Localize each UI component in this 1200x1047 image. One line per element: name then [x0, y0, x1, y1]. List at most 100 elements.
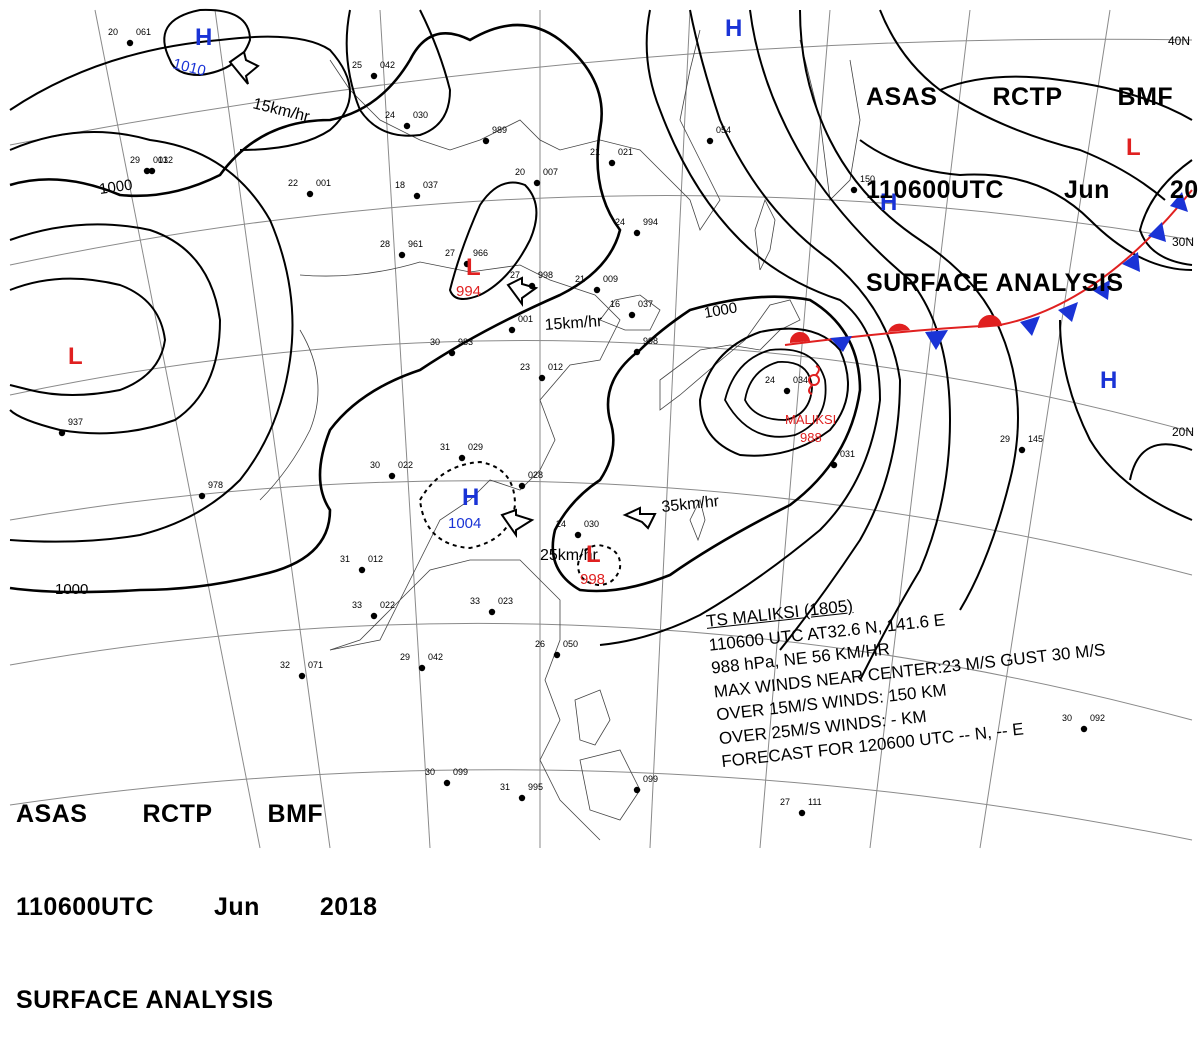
station-dot [306, 190, 314, 198]
header-year: 2018 [1169, 176, 1200, 204]
station-dot [633, 229, 641, 237]
station-dot [830, 461, 838, 469]
motion-label-south: 25km/hr [540, 547, 598, 564]
station-dot [463, 260, 471, 268]
station-temperature: 29 [1000, 434, 1010, 444]
typhoon-symbol [808, 365, 820, 395]
low-center-northeast: L [1126, 134, 1141, 161]
station-pressure: 037 [423, 180, 438, 190]
station-dot [798, 809, 806, 817]
station-pressure: 009 [603, 274, 618, 284]
station-dot [518, 794, 526, 802]
header-agency: ASAS [866, 83, 938, 111]
station-pressure: 995 [528, 782, 543, 792]
motion-label-southeast: 35km/hr [661, 493, 721, 516]
station-pressure: 030 [584, 519, 599, 529]
typhoon-pressure-label: 988 [800, 430, 822, 445]
station-temperature: 20 [108, 27, 118, 37]
station-temperature: 33 [352, 600, 362, 610]
typhoon-name-label: MALIKSI [785, 412, 836, 427]
station-dot [850, 186, 858, 194]
weather-map: 40N 30N 20N 1000 1000 1000 15km/hr 15km/… [9, 8, 1195, 849]
station-pressure: 978 [208, 480, 223, 490]
station-temperature: 30 [425, 767, 435, 777]
station-pressure: 029 [468, 442, 483, 452]
footer-issuer: RCTP [142, 800, 213, 828]
isobar-label-west: 1000 [98, 176, 133, 197]
station-pressure: 989 [492, 125, 507, 135]
station-temperature: 27 [780, 797, 790, 807]
station-dot [633, 786, 641, 794]
station-temperature: 29 [130, 155, 140, 165]
station-pressure: 998 [538, 270, 553, 280]
footer-title: SURFACE ANALYSIS [16, 986, 274, 1014]
station-dot [403, 122, 411, 130]
low-center-north-value: 994 [456, 283, 481, 300]
footer-agency: ASAS [16, 800, 88, 828]
footer-month: Jun [213, 893, 260, 921]
header-bottom-left: ASAS RCTP BMF 110600UTC Jun 2018 SURFACE ANA… [16, 737, 438, 1047]
station-dot [574, 531, 582, 539]
station-pressure: 037 [638, 299, 653, 309]
station-pressure: 013 [153, 155, 168, 165]
motion-arrows [228, 50, 657, 539]
station-temperature: 21 [590, 147, 600, 157]
header-issuer: RCTP [992, 83, 1063, 111]
station-dot [143, 167, 151, 175]
station-dot [370, 72, 378, 80]
station-dot [413, 192, 421, 200]
station-pressure: 034 [793, 375, 808, 385]
station-temperature: 32 [280, 660, 290, 670]
station-pressure: 021 [618, 147, 633, 157]
header-office: BMF [1117, 83, 1174, 111]
station-pressure: 111 [808, 797, 822, 807]
station-pressure: 001 [518, 314, 533, 324]
station-pressure: 042 [380, 60, 395, 70]
high-center-southeast: H [1100, 367, 1117, 394]
header-month: Jun [1063, 176, 1110, 204]
station-dot [488, 608, 496, 616]
header-time: 110600UTC [866, 176, 1004, 204]
station-pressure: 061 [136, 27, 151, 37]
station-temperature: 31 [340, 554, 350, 564]
station-plot-dots [58, 39, 1088, 817]
motion-label-central: 15km/hr [544, 313, 604, 334]
station-dot [388, 472, 396, 480]
high-center-east: H [880, 189, 897, 216]
station-temperature: 21 [575, 274, 585, 284]
footer-office: BMF [267, 800, 324, 828]
station-dot [298, 672, 306, 680]
header-top-right: ASAS RCTP BMF 110600UTC Jun 2018 SURFACE ANA… [866, 20, 1200, 330]
station-pressure: 050 [563, 639, 578, 649]
station-pressure: 012 [158, 155, 173, 165]
station-temperature: 22 [288, 178, 298, 188]
station-dot [593, 286, 601, 294]
station-dot [448, 349, 456, 357]
high-center-northeast: H [725, 15, 742, 42]
station-pressure: 042 [428, 652, 443, 662]
low-center-south-value: 998 [580, 571, 605, 588]
station-pressure: 961 [408, 239, 423, 249]
station-dot [528, 282, 536, 290]
station-pressure: 983 [458, 337, 473, 347]
station-dot [553, 651, 561, 659]
station-dot [633, 348, 641, 356]
station-temperature: 31 [440, 442, 450, 452]
station-dot [533, 179, 541, 187]
station-pressure: 150 [860, 174, 875, 184]
station-pressure: 007 [543, 167, 558, 177]
station-dot [783, 387, 791, 395]
station-pressure: 998 [643, 336, 658, 346]
station-dot [398, 251, 406, 259]
station-dot [706, 137, 714, 145]
station-temperature: 33 [470, 596, 480, 606]
station-dot [358, 566, 366, 574]
isobar-label-southwest: 1000 [55, 581, 88, 598]
station-temperature: 24 [556, 519, 566, 529]
station-dot [126, 39, 134, 47]
station-temperature: 29 [400, 652, 410, 662]
station-pressure: 966 [473, 248, 488, 258]
station-pressure: 022 [380, 600, 395, 610]
station-pressure: 022 [398, 460, 413, 470]
station-pressure: 145 [1028, 434, 1043, 444]
